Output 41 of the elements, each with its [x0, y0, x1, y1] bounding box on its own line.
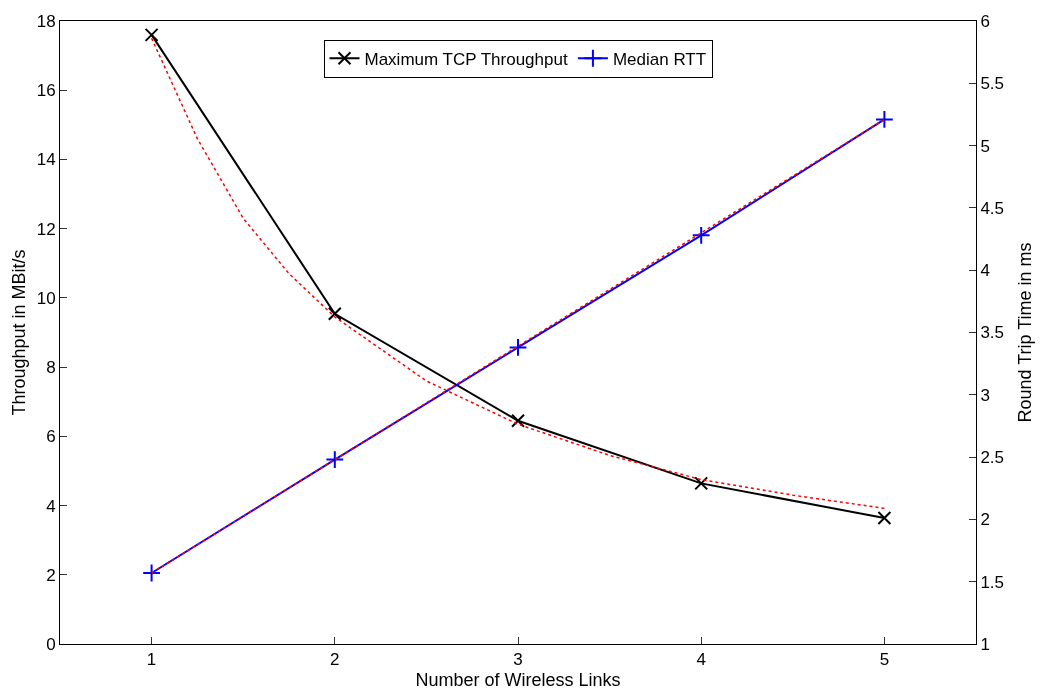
y-tick-label: 14 [36, 150, 56, 170]
y2-tick-label: 3.5 [980, 323, 1005, 343]
point [508, 338, 528, 357]
x-tick-label: 5 [879, 650, 890, 670]
y2-tick-label: 1.5 [980, 572, 1005, 592]
point [325, 450, 345, 469]
x-axis-title: Number of Wireless Links [415, 669, 621, 690]
y2-tick-label: 2 [980, 510, 990, 530]
y2-tick-label: 5 [980, 136, 990, 156]
point [142, 563, 161, 583]
y-tick-label: 16 [36, 81, 56, 101]
point [877, 511, 892, 526]
y2-tick-label: 1 [980, 634, 990, 654]
x-tick-label: 1 [146, 650, 157, 670]
y-tick-label: 18 [36, 11, 56, 31]
y2-tick-label: 4.5 [980, 198, 1005, 218]
y2-axis-title: Round Trip Time in ms [1015, 242, 1036, 423]
y2-tick-label: 2.5 [980, 448, 1005, 468]
point [875, 110, 894, 129]
y2-tick-label: 6 [980, 11, 990, 31]
point [691, 225, 711, 245]
y-tick-label: 10 [36, 288, 56, 308]
x-tick-label: 4 [696, 650, 706, 670]
x-tick-label: 3 [513, 650, 523, 670]
y-tick-label: 2 [46, 565, 56, 585]
y-tick-label: 8 [46, 358, 56, 378]
y2-tick-label: 5.5 [980, 74, 1005, 94]
y2-tick-label: 3 [980, 385, 990, 405]
y-tick-label: 6 [46, 427, 56, 447]
point [144, 27, 159, 42]
y-tick-label: 12 [36, 219, 56, 239]
y-axis-title: Throughput in MBit/s [8, 249, 29, 416]
legend-label: Median RTT [612, 49, 707, 69]
x-tick-label: 2 [330, 650, 340, 670]
point [327, 306, 342, 321]
y-tick-label: 0 [46, 634, 56, 654]
y2-tick-label: 4 [980, 261, 990, 281]
point [694, 476, 709, 491]
y-tick-label: 4 [46, 496, 56, 516]
point [511, 413, 525, 428]
legend-label: Maximum TCP Throughput [364, 49, 568, 69]
